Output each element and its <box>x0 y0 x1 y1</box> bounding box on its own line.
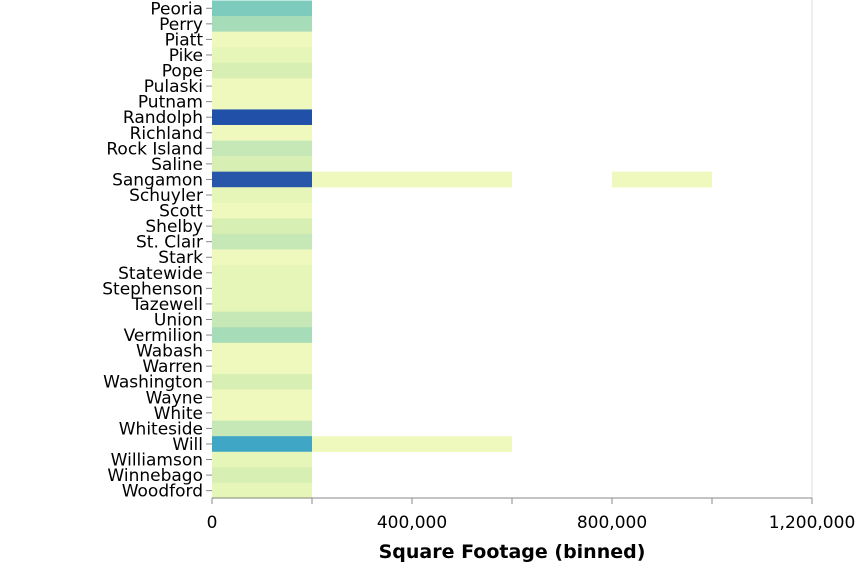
x-axis: 0 400,000 800,000 1,200,000 <box>207 497 856 533</box>
heatmap-cell <box>212 311 312 328</box>
y-tick-label: Statewide <box>118 264 203 284</box>
heatmap-cell <box>212 389 312 406</box>
heatmap-cell <box>212 187 312 204</box>
heatmap-cell <box>212 218 312 235</box>
heatmap-cell <box>212 171 312 188</box>
y-tick-label: St. Clair <box>136 233 203 253</box>
heatmap-cell <box>212 0 312 17</box>
y-tick-label: Pulaski <box>144 77 203 97</box>
x-tick-label: 0 <box>207 513 218 533</box>
heatmap-cell <box>212 140 312 157</box>
heatmap-cell <box>212 202 312 219</box>
y-tick-label: Wayne <box>146 388 203 408</box>
heatmap-cell <box>212 436 312 453</box>
y-tick-label: Saline <box>151 155 203 175</box>
heatmap-cell <box>212 109 312 126</box>
y-tick-label: Vermilion <box>124 326 203 346</box>
heatmap-cell <box>212 451 312 468</box>
y-tick-label: Piatt <box>165 30 204 50</box>
x-tick-label: 800,000 <box>577 513 647 533</box>
y-tick-label: Wabash <box>136 342 203 362</box>
heatmap-cell <box>212 124 312 141</box>
heatmap-cell <box>612 171 712 188</box>
heatmap-cells <box>212 0 712 499</box>
y-tick-label: White <box>154 404 203 424</box>
y-tick-label: Williamson <box>111 451 203 471</box>
y-tick-label: Winnebago <box>107 466 203 486</box>
heatmap-cell <box>312 171 412 188</box>
y-tick-label: Peoria <box>150 0 203 19</box>
y-tick-label: Shelby <box>145 217 203 237</box>
y-tick-label: Stark <box>158 248 203 268</box>
heatmap-cell <box>212 16 312 32</box>
x-tick-label: 1,200,000 <box>769 513 856 533</box>
y-tick-label: Sangamon <box>112 170 203 190</box>
y-tick-label: Whiteside <box>119 419 203 439</box>
heatmap-cell <box>212 373 312 390</box>
y-tick-label: Schuyler <box>129 186 203 206</box>
heatmap-cell <box>212 405 312 421</box>
heatmap-cell <box>212 78 312 95</box>
y-tick-label: Tazewell <box>131 295 203 315</box>
heatmap-cell <box>212 467 312 484</box>
y-tick-label: Will <box>172 435 203 455</box>
heatmap-cell <box>212 482 312 499</box>
heatmap-cell <box>212 31 312 48</box>
heatmap-cell <box>212 358 312 375</box>
heatmap-cell <box>212 265 312 281</box>
heatmap-cell <box>212 249 312 266</box>
y-tick-label: Stephenson <box>102 279 203 299</box>
y-tick-label: Pope <box>162 62 203 82</box>
x-tick-label: 400,000 <box>377 513 447 533</box>
y-tick-label: Richland <box>130 124 203 144</box>
y-tick-label: Pike <box>169 46 203 66</box>
heatmap-cell <box>212 280 312 297</box>
heatmap-cell <box>212 327 312 344</box>
y-tick-label: Union <box>154 310 203 330</box>
y-tick-label: Warren <box>142 357 203 377</box>
heatmap-cell <box>212 420 312 437</box>
y-tick-label: Rock Island <box>106 139 203 159</box>
heatmap-cell <box>212 93 312 110</box>
y-axis: PeoriaPerryPiattPikePopePulaskiPutnamRan… <box>102 0 212 502</box>
heatmap-cell <box>212 62 312 79</box>
y-tick-label: Washington <box>103 373 203 393</box>
y-tick-label: Perry <box>159 15 203 35</box>
heatmap-cell <box>412 436 512 453</box>
heatmap-cell <box>212 156 312 172</box>
heatmap-cell <box>312 436 412 453</box>
y-tick-label: Woodford <box>122 482 203 502</box>
x-axis-title: Square Footage (binned) <box>379 541 646 563</box>
heatmap-cell <box>212 296 312 312</box>
heatmap-cell <box>212 342 312 359</box>
heatmap-cell <box>412 171 512 188</box>
y-tick-label: Putnam <box>138 93 203 113</box>
heatmap-cell <box>212 47 312 64</box>
heatmap-cell <box>212 233 312 250</box>
y-tick-label: Randolph <box>123 108 203 128</box>
y-tick-label: Scott <box>159 202 203 222</box>
